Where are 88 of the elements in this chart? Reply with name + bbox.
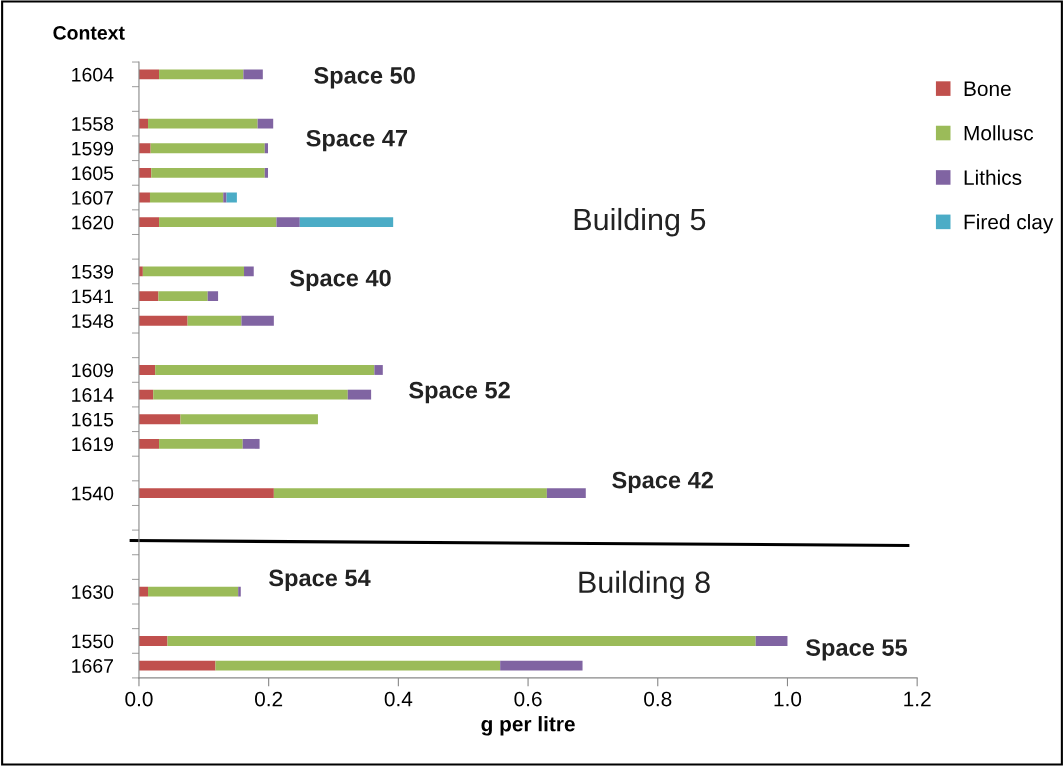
x-axis-title: g per litre xyxy=(481,716,575,736)
annotation: Space 47 xyxy=(306,129,408,152)
annotation: Building 8 xyxy=(579,570,710,600)
bar xyxy=(180,414,318,425)
y-tick-label: 1540 xyxy=(72,486,114,501)
bar xyxy=(223,192,227,203)
bar xyxy=(243,69,263,80)
legend-label: Mollusc xyxy=(964,125,1034,141)
x-tick-label: 0.4 xyxy=(384,691,413,707)
bar xyxy=(159,69,244,80)
bar xyxy=(148,586,239,597)
bar xyxy=(242,438,260,449)
bar xyxy=(158,291,208,301)
legend-label: Fired clay xyxy=(964,214,1054,234)
bar xyxy=(238,586,241,597)
legend-label: Bone xyxy=(964,81,1011,97)
y-tick-label: 1604 xyxy=(72,67,114,82)
bar xyxy=(155,365,375,375)
bar xyxy=(347,389,372,400)
bar xyxy=(241,315,274,326)
bar xyxy=(142,266,245,277)
bar xyxy=(148,118,258,129)
y-tick-label: 1630 xyxy=(72,585,114,599)
bar xyxy=(264,167,269,178)
bar xyxy=(138,143,151,154)
x-tick-label: 0.6 xyxy=(514,691,542,707)
bar xyxy=(138,365,156,375)
bar xyxy=(138,586,149,597)
bar xyxy=(138,636,168,646)
bar xyxy=(187,315,242,326)
bar xyxy=(207,291,219,301)
x-tick-label: 1.2 xyxy=(904,691,931,707)
legend-label: Lithics xyxy=(964,169,1022,185)
bar xyxy=(273,488,547,499)
bar xyxy=(374,365,383,375)
bar xyxy=(138,217,160,228)
x-tick-label: 0.0 xyxy=(125,691,153,707)
bar xyxy=(167,636,756,646)
bar xyxy=(159,217,277,228)
y-tick-label: 1539 xyxy=(72,264,114,279)
y-tick-label: 1667 xyxy=(72,659,113,673)
y-tick-label: 1541 xyxy=(72,289,114,304)
bar xyxy=(138,291,159,301)
y-tick-label: 1599 xyxy=(72,141,114,156)
annotation: Space 55 xyxy=(805,639,908,661)
y-tick-label: 1548 xyxy=(72,314,114,328)
annotation: Space 54 xyxy=(268,569,371,591)
bar xyxy=(138,488,274,499)
bar xyxy=(257,118,274,129)
bar xyxy=(138,69,160,80)
y-tick-label: 1615 xyxy=(72,412,114,427)
y-tick-label: 1614 xyxy=(72,388,114,402)
bar xyxy=(149,192,224,203)
bar xyxy=(153,389,348,400)
bar xyxy=(138,414,181,425)
bar xyxy=(150,143,265,154)
y-tick-label: 1607 xyxy=(72,191,113,205)
bar xyxy=(546,488,586,499)
x-tick-label: 0.2 xyxy=(254,691,283,707)
y-tick-label: 1620 xyxy=(72,215,114,230)
bar xyxy=(244,266,254,277)
bar xyxy=(138,438,160,449)
bar xyxy=(138,118,149,129)
bar xyxy=(500,660,583,671)
y-tick-label: 1609 xyxy=(72,363,114,378)
bar xyxy=(276,217,300,228)
x-tick-label: 1.0 xyxy=(774,691,802,707)
x-tick-label: 0.8 xyxy=(644,691,672,707)
annotation: Space 50 xyxy=(314,67,415,89)
y-tick-label: 1550 xyxy=(72,634,114,649)
bar xyxy=(138,660,216,671)
y-tick-label: 1605 xyxy=(72,166,114,181)
annotation: Building 5 xyxy=(574,207,706,237)
bar xyxy=(138,315,188,326)
bar xyxy=(159,438,243,449)
y-tick-label: 1558 xyxy=(72,117,114,131)
bar xyxy=(755,636,788,646)
bar xyxy=(138,389,154,400)
bar xyxy=(215,660,501,671)
annotation: Space 52 xyxy=(409,381,510,404)
bar xyxy=(264,143,269,154)
y-tick-label: 1619 xyxy=(72,437,114,452)
annotation: Space 40 xyxy=(290,269,391,292)
bar xyxy=(138,167,152,178)
annotation: Space 42 xyxy=(612,471,713,494)
y-axis-title: Context xyxy=(53,25,125,40)
bar xyxy=(299,217,394,228)
bar xyxy=(151,167,265,178)
